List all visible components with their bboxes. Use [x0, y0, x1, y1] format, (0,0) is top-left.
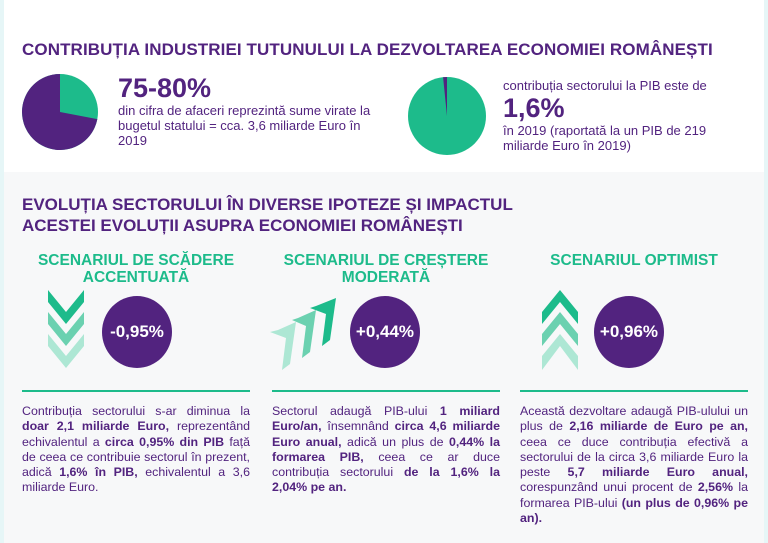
body-text: față de ceea ce contribuie sectorul în p… [22, 434, 250, 480]
divider [272, 390, 500, 392]
chevrons-up-icon [542, 290, 578, 370]
body-text: corespunzând unui procent de [520, 480, 698, 495]
stat-budget-value: 75-80% [118, 73, 212, 103]
scenario-value-badge: +0,44% [350, 296, 420, 368]
pie-slice-purple [22, 74, 98, 150]
highlight-text: circa 4,6 miliarde Euro anual, [272, 419, 500, 449]
scenario-value-badge: -0,95% [102, 296, 172, 368]
body-text: Această dezvoltare adaugă PIB-ulului un … [520, 404, 748, 434]
highlight-text: circa 0,95% din PIB [104, 434, 225, 449]
divider [520, 390, 748, 392]
scenario-optimistic: SCENARIUL OPTIMIST +0,96% Această dezvol… [520, 252, 748, 526]
body-text: adică un plus de [341, 434, 449, 449]
scenario-heading: SCENARIUL DE SCĂDERE ACCENTUATĂ [37, 252, 235, 286]
highlight-text: 2,16 miliarde de Euro pe an, [569, 419, 748, 434]
stat-gdp: contribuția sectorului la PIB este de 1,… [503, 78, 743, 153]
stat-budget-text: din cifra de afaceri reprezintă sume vir… [118, 103, 371, 148]
highlight-text: doar 2,1 miliarde Euro, [22, 419, 170, 434]
highlight-text: 1,6% în PIB, [59, 465, 138, 480]
highlight-text: de la 1,6% la 2,04% pe an. [272, 465, 500, 495]
body-text: ceea ce ar duce contribuția sectorului [272, 449, 500, 480]
stat-budget: 75-80% din cifra de afaceri reprezintă s… [118, 73, 378, 148]
scenario-description: Contribuția sectorului s-ar diminua la d… [22, 404, 250, 496]
body-text: însemnând [321, 419, 395, 434]
divider [22, 390, 250, 392]
scenario-moderate: SCENARIUL DE CREȘTERE MODERATĂ +0,44% Se… [270, 252, 500, 496]
highlight-text: 0,44% la formarea PIB, [272, 434, 500, 464]
body-text: Sectorul adaugă PIB-ului [272, 404, 440, 418]
section-title: EVOLUȚIA SECTORULUI ÎN DIVERSE IPOTEZE Ș… [22, 195, 513, 235]
chevrons-up-right-icon [270, 298, 336, 370]
highlight-text: 2,56% [697, 480, 733, 495]
body-text: ceea ce duce contribuția efectivă a sect… [520, 434, 748, 480]
body-text: echivalentul a 3,6 miliarde Euro. [22, 465, 250, 495]
scenario-description: Sectorul adaugă PIB-ului 1 miliard Euro/… [272, 404, 500, 496]
scenario-decline: SCENARIUL DE SCĂDERE ACCENTUATĂ -0,95% C… [22, 252, 250, 496]
page-title: CONTRIBUȚIA INDUSTRIEI TUTUNULUI LA DEZV… [22, 40, 713, 59]
body-text: reprezentând echivalentul a [22, 419, 250, 449]
chevrons-down-icon [48, 290, 84, 368]
stat-gdp-value: 1,6% [503, 93, 565, 123]
highlight-text: (un plus de 0,96% pe an). [520, 495, 748, 526]
body-text: la formarea PIB-ului [520, 480, 748, 510]
pie-chart-budget [22, 74, 98, 150]
stat-gdp-pre: contribuția sectorului la PIB este de [503, 78, 707, 93]
pie-slice-purple [443, 77, 447, 116]
scenario-heading: SCENARIUL DE CREȘTERE MODERATĂ [283, 252, 489, 286]
scenario-value-badge: +0,96% [594, 296, 664, 368]
highlight-text: 5,7 miliarde Euro anual, [567, 465, 748, 480]
scenario-heading: SCENARIUL OPTIMIST [550, 252, 718, 269]
highlight-text: 1 miliard Euro/an, [272, 404, 500, 434]
stat-gdp-text: în 2019 (raportată la un PIB de 219 mili… [503, 123, 707, 153]
scenario-description: Această dezvoltare adaugă PIB-ulului un … [520, 404, 748, 526]
pie-chart-gdp [408, 77, 486, 155]
body-text: Contribuția sectorului s-ar diminua la [22, 404, 250, 418]
